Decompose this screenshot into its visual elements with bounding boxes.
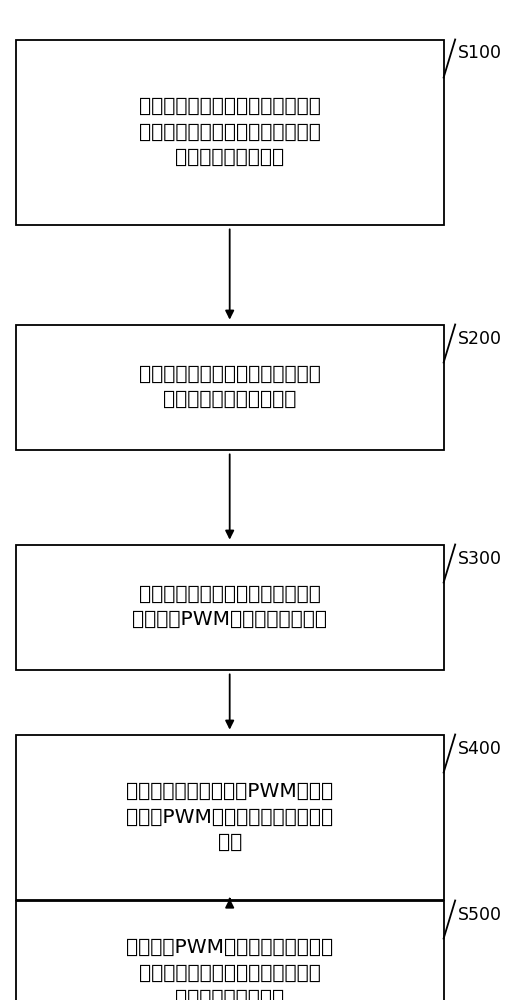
Text: 根据所述PWM控制波输出双窄脉冲
驱动波控制对应晶闸管驱动桥臂上
的上下晶闸管的工作: 根据所述PWM控制波输出双窄脉冲 驱动波控制对应晶闸管驱动桥臂上 的上下晶闸管的… (126, 938, 333, 1000)
Text: 采集电网电压信号，利用锁相环跟
随所述电网电压并输出与所述电网
电压同向的正弦信号: 采集电网电压信号，利用锁相环跟 随所述电网电压并输出与所述电网 电压同向的正弦信… (139, 97, 321, 167)
Bar (16, 324, 444, 450)
Text: S300: S300 (458, 550, 502, 568)
Bar (16, 544, 444, 670)
Text: S400: S400 (458, 740, 502, 758)
Text: S100: S100 (458, 44, 502, 62)
Bar (16, 900, 444, 1000)
Bar (16, 734, 444, 900)
Text: 根据所述正弦信号计算得到对应晶
闸管驱动桥臂的参考波形: 根据所述正弦信号计算得到对应晶 闸管驱动桥臂的参考波形 (139, 365, 321, 409)
Bar (16, 39, 444, 225)
Text: S500: S500 (458, 906, 502, 924)
Text: 计算所述参考波形实际过零点时间
与对应的PWM中断时间的时间差: 计算所述参考波形实际过零点时间 与对应的PWM中断时间的时间差 (132, 585, 327, 629)
Text: 根据所述时间差，调整PWM中断时
间，使PWM控制波与所述参考波形
同步: 根据所述时间差，调整PWM中断时 间，使PWM控制波与所述参考波形 同步 (126, 782, 333, 852)
Text: S200: S200 (458, 330, 502, 348)
